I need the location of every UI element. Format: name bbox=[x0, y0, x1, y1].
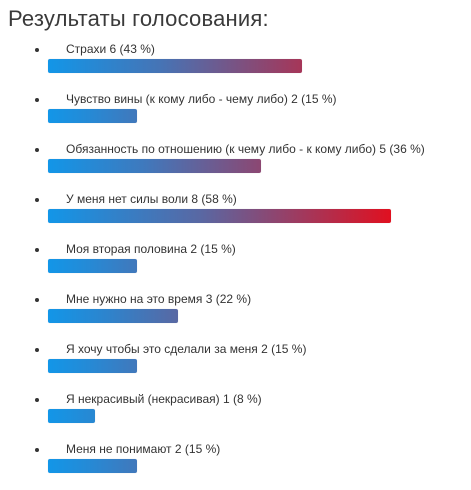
bullet-icon bbox=[35, 148, 39, 152]
poll-result-bar bbox=[48, 109, 137, 123]
poll-result-bar bbox=[48, 209, 391, 223]
poll-option: Я некрасивый (некрасивая) 1 (8 %) bbox=[0, 392, 471, 440]
poll-option: Чувство вины (к кому либо - чему либо) 2… bbox=[0, 92, 471, 140]
bullet-icon bbox=[35, 248, 39, 252]
bullet-icon bbox=[35, 398, 39, 402]
poll-option-label: Моя вторая половина 2 (15 %) bbox=[66, 242, 236, 256]
poll-option-label: Мне нужно на это время 3 (22 %) bbox=[66, 292, 252, 306]
bullet-icon bbox=[35, 448, 39, 452]
poll-option-label: У меня нет силы воли 8 (58 %) bbox=[66, 192, 237, 206]
bullet-icon bbox=[35, 48, 39, 52]
poll-result-bar bbox=[48, 159, 261, 173]
poll-option: Меня не понимают 2 (15 %) bbox=[0, 442, 471, 490]
poll-option-label: Обязанность по отношению (к чему либо - … bbox=[66, 142, 425, 156]
poll-option-label: Чувство вины (к кому либо - чему либо) 2… bbox=[66, 92, 337, 106]
poll-option-label: Меня не понимают 2 (15 %) bbox=[66, 442, 221, 456]
poll-option: У меня нет силы воли 8 (58 %) bbox=[0, 192, 471, 240]
poll-option: Мне нужно на это время 3 (22 %) bbox=[0, 292, 471, 340]
bullet-icon bbox=[35, 198, 39, 202]
poll-option: Страхи 6 (43 %) bbox=[0, 42, 471, 90]
poll-result-bar bbox=[48, 459, 137, 473]
poll-title: Результаты голосования: bbox=[8, 6, 269, 31]
poll-result-bar bbox=[48, 309, 178, 323]
poll-option-label: Я некрасивый (некрасивая) 1 (8 %) bbox=[66, 392, 262, 406]
bullet-icon bbox=[35, 298, 39, 302]
poll-result-bar bbox=[48, 259, 137, 273]
poll-result-bar bbox=[48, 59, 302, 73]
poll-result-bar bbox=[48, 359, 137, 373]
bullet-icon bbox=[35, 98, 39, 102]
poll-option: Обязанность по отношению (к чему либо - … bbox=[0, 142, 471, 190]
poll-option: Моя вторая половина 2 (15 %) bbox=[0, 242, 471, 290]
poll-option-label: Я хочу чтобы это сделали за меня 2 (15 %… bbox=[66, 342, 307, 356]
bullet-icon bbox=[35, 348, 39, 352]
poll-result-bar bbox=[48, 409, 95, 423]
poll-option: Я хочу чтобы это сделали за меня 2 (15 %… bbox=[0, 342, 471, 390]
poll-option-label: Страхи 6 (43 %) bbox=[66, 42, 155, 56]
